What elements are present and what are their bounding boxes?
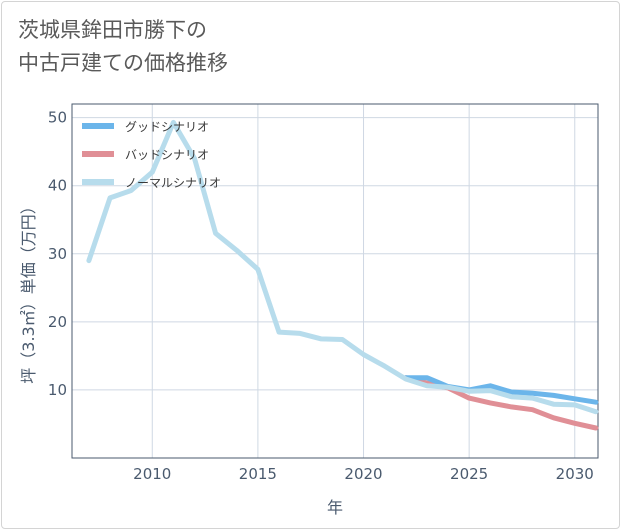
x-tick-label: 2025: [450, 465, 488, 483]
plot-area: [71, 103, 599, 459]
x-tick-label: 2030: [556, 465, 594, 483]
series-layer: [86, 119, 599, 431]
x-tick-label: 2015: [239, 465, 277, 483]
series-line-2: [86, 119, 599, 415]
legend-label: バッドシナリオ: [125, 148, 209, 162]
legend-label: グッドシナリオ: [125, 120, 209, 134]
chart-title: 茨城県鉾田市勝下の 中古戸建ての価格推移: [18, 14, 228, 80]
y-tick-label: 50: [48, 109, 67, 127]
legend-item-0[interactable]: グッドシナリオ: [82, 120, 209, 134]
x-tick-label: 2020: [344, 465, 382, 483]
y-axis-label: 坪（3.3㎡）単価（万円）: [19, 198, 38, 383]
y-tick-label: 10: [48, 381, 67, 399]
chart-title-line-1: 茨城県鉾田市勝下の: [18, 18, 207, 42]
y-tick-label: 40: [48, 177, 67, 195]
y-tick-label: 30: [48, 245, 67, 263]
y-tick-label: 20: [48, 313, 67, 331]
chart-title-line-2: 中古戸建ての価格推移: [18, 51, 228, 75]
legend-item-2[interactable]: ノーマルシナリオ: [82, 176, 221, 190]
gridlines: [72, 104, 598, 458]
legend-label: ノーマルシナリオ: [125, 176, 221, 190]
x-tick-label: 2010: [133, 465, 171, 483]
series-line-0: [403, 375, 599, 405]
legend-item-1[interactable]: バッドシナリオ: [82, 148, 209, 162]
x-axis-label: 年: [327, 498, 343, 517]
